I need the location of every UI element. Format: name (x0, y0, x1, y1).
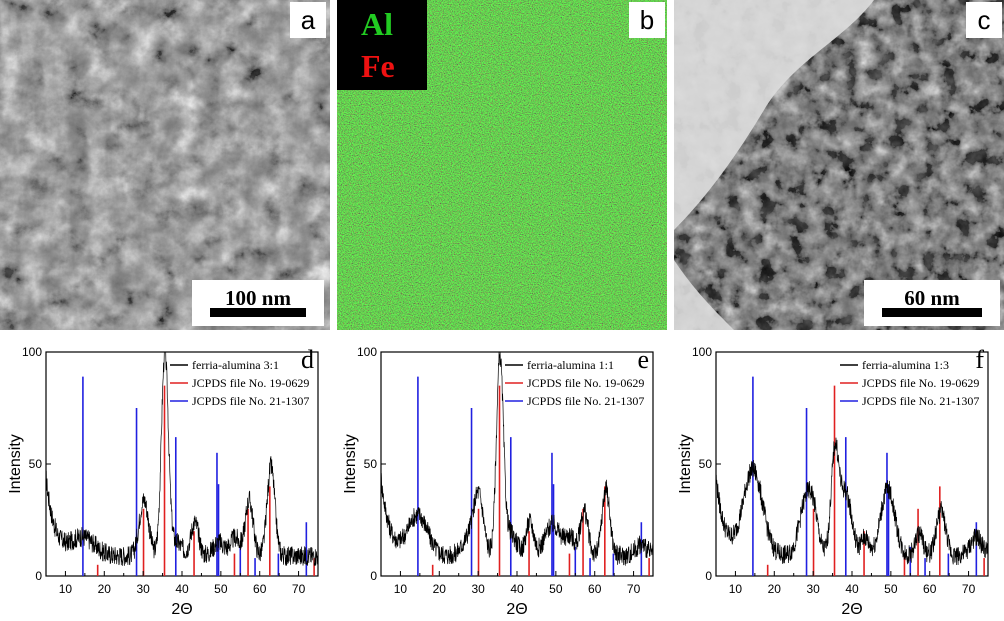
scale-bar-line-a (210, 308, 306, 317)
tem-micrograph (674, 0, 1004, 330)
x-tick-label: 60 (588, 582, 602, 596)
x-tick-label: 70 (292, 582, 306, 596)
element-map-panel: Al Fe b (337, 0, 667, 330)
y-tick-label: 100 (22, 345, 42, 359)
panel-letter: e (637, 345, 649, 374)
legend-label: ferria-alumina 3:1 (192, 358, 279, 372)
scale-bar-line-c (882, 308, 982, 317)
measured-pattern-line (45, 351, 319, 566)
x-tick-label: 40 (845, 582, 859, 596)
panel-letter-c: c (966, 2, 1002, 38)
scale-bar-a: 100 nm (192, 280, 324, 326)
legend-label: JCPDS file No. 19-0629 (192, 376, 309, 390)
element-map (337, 0, 667, 330)
x-tick-label: 70 (627, 582, 641, 596)
legend-label: JCPDS file No. 21-1307 (527, 394, 644, 408)
x-axis-label: 2Θ (506, 601, 527, 618)
legend-al-label: Al (361, 6, 393, 42)
legend-label: ferria-alumina 1:1 (527, 358, 614, 372)
x-tick-label: 50 (549, 582, 563, 596)
y-tick-label: 50 (364, 457, 378, 471)
x-tick-label: 10 (394, 582, 408, 596)
x-tick-label: 20 (98, 582, 112, 596)
y-tick-label: 50 (699, 457, 713, 471)
x-tick-label: 50 (884, 582, 898, 596)
x-tick-label: 40 (510, 582, 524, 596)
y-tick-label: 0 (705, 569, 712, 583)
scale-label-c: 60 nm (904, 286, 960, 310)
x-axis-label: 2Θ (171, 601, 192, 618)
sem-image-panel: a 100 nm (0, 0, 330, 330)
measured-pattern-line (715, 437, 989, 566)
legend-label: JCPDS file No. 19-0629 (527, 376, 644, 390)
xrd-chart-d: 10 20 30 40 50 60 70 0 50 100 2Θ Intensity d ferria-a… (7, 345, 319, 618)
element-legend: Al Fe (337, 0, 427, 90)
y-axis-label: Intensity (7, 434, 24, 494)
x-tick-label: 60 (923, 582, 937, 596)
y-tick-label: 50 (29, 457, 43, 471)
x-tick-label: 10 (729, 582, 743, 596)
sem-micrograph (0, 0, 330, 330)
measured-pattern-line (380, 351, 654, 567)
x-tick-label: 30 (136, 582, 150, 596)
x-tick-label: 60 (253, 582, 267, 596)
x-tick-label: 30 (471, 582, 485, 596)
x-tick-label: 40 (175, 582, 189, 596)
x-tick-label: 10 (59, 582, 73, 596)
xrd-chart-e: 10 20 30 40 50 60 70 0 50 100 2Θ Intensity e ferria-a… (342, 345, 654, 618)
y-tick-label: 0 (35, 569, 42, 583)
scale-bar-c: 60 nm (864, 280, 1000, 326)
x-tick-label: 30 (806, 582, 820, 596)
scale-label-a: 100 nm (225, 286, 291, 310)
legend-label: JCPDS file No. 21-1307 (862, 394, 979, 408)
y-axis-label: Intensity (342, 434, 359, 494)
legend-label: JCPDS file No. 19-0629 (862, 376, 979, 390)
panel-letter: d (301, 345, 314, 374)
xrd-chart-f: 10 20 30 40 50 60 70 0 50 100 2Θ Intensity f ferria-a… (677, 345, 989, 618)
panel-letter: f (975, 345, 984, 374)
tem-image-panel: c 60 nm (674, 0, 1004, 330)
legend-fe-label: Fe (361, 48, 395, 84)
x-tick-label: 50 (214, 582, 228, 596)
y-axis-label: Intensity (677, 434, 694, 494)
panel-letter-a: a (290, 2, 326, 38)
panel-letter-b: b (629, 2, 665, 38)
x-tick-label: 20 (768, 582, 782, 596)
x-tick-label: 70 (962, 582, 976, 596)
x-tick-label: 20 (433, 582, 447, 596)
y-tick-label: 100 (357, 345, 377, 359)
legend-label: JCPDS file No. 21-1307 (192, 394, 309, 408)
legend-label: ferria-alumina 1:3 (862, 358, 949, 372)
y-tick-label: 0 (370, 569, 377, 583)
y-tick-label: 100 (692, 345, 712, 359)
x-axis-label: 2Θ (841, 601, 862, 618)
